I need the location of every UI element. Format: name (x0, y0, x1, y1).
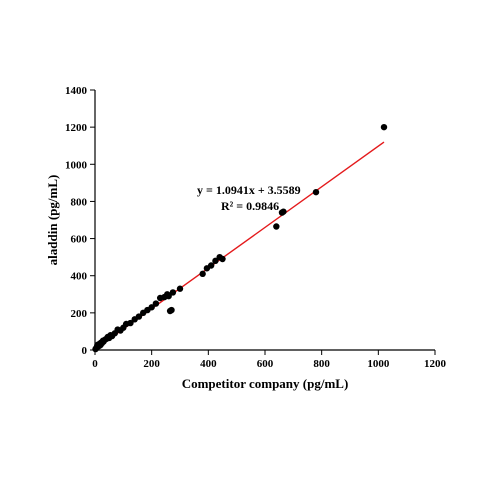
x-axis-label: Competitor company (pg/mL) (182, 376, 349, 391)
data-point (168, 307, 174, 313)
y-tick-label: 400 (71, 271, 88, 283)
correlation-scatter-chart: 0 200 400 600 800 1000 1200 0 200 400 600 800 1000 12… (40, 80, 460, 420)
chart-svg: 0 200 400 600 800 1000 1200 0 200 400 600 800 1000 12… (40, 80, 460, 420)
y-axis-label: aladdin (pg/mL) (45, 175, 60, 266)
data-point (280, 208, 286, 214)
y-tick-label: 200 (71, 308, 88, 320)
x-tick-label: 800 (313, 358, 330, 370)
x-tick-label: 600 (257, 358, 274, 370)
data-point (381, 124, 387, 130)
data-point (153, 300, 159, 306)
data-point (170, 289, 176, 295)
x-tick-label: 200 (143, 358, 160, 370)
y-tick-label: 1400 (65, 85, 88, 97)
r-squared-text: R² = 0.9846 (221, 199, 279, 213)
data-point (199, 271, 205, 277)
x-tick-label: 1000 (367, 358, 390, 370)
y-tick-label: 800 (71, 196, 88, 208)
equation-text: y = 1.0941x + 3.5589 (197, 183, 301, 197)
y-tick-label: 600 (71, 234, 88, 246)
y-tick-label: 0 (82, 345, 88, 357)
data-point (273, 223, 279, 229)
x-tick-label: 400 (200, 358, 217, 370)
y-tick-label: 1200 (65, 122, 88, 134)
y-tick-label: 1000 (65, 159, 88, 171)
data-point (177, 286, 183, 292)
data-point (313, 189, 319, 195)
x-tick-label: 0 (92, 358, 98, 370)
x-tick-label: 1200 (424, 358, 447, 370)
data-point (219, 256, 225, 262)
